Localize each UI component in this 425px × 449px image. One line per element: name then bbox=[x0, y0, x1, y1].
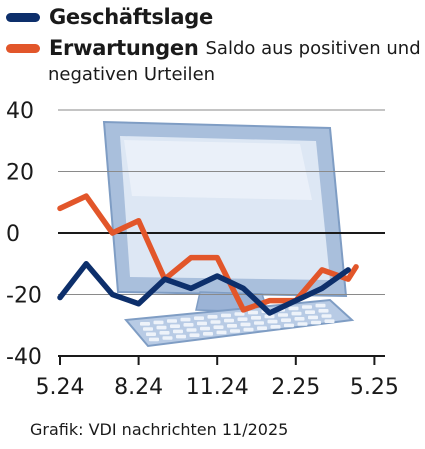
keyboard-key bbox=[278, 313, 288, 317]
keyboard-key bbox=[302, 305, 312, 309]
keyboard-key bbox=[183, 323, 194, 327]
legend-note: Saldo aus positiven und bbox=[205, 37, 421, 59]
keyboard-key bbox=[264, 314, 275, 319]
keyboard-key bbox=[257, 326, 267, 330]
legend-swatch-erwartungen bbox=[6, 43, 40, 53]
keyboard-key bbox=[167, 319, 177, 323]
keyboard-key bbox=[140, 322, 150, 326]
keyboard-key bbox=[224, 318, 234, 323]
keyboard-key bbox=[197, 321, 207, 326]
keyboard-key bbox=[230, 329, 240, 333]
y-tick-label: 40 bbox=[6, 99, 34, 124]
keyboard-key bbox=[254, 321, 264, 325]
keyboard-key bbox=[170, 324, 180, 328]
keyboard-key bbox=[297, 322, 308, 326]
legend-item-erwartungen: Erwartungen Saldo aus positiven und bbox=[6, 36, 421, 60]
x-axis-ticks: 5.24 8.24 11.24 2.25 5.25 bbox=[36, 356, 399, 400]
keyboard-key bbox=[308, 315, 318, 320]
y-tick-label: -20 bbox=[6, 284, 42, 309]
keyboard-key bbox=[149, 337, 159, 342]
x-tick-label: 11.24 bbox=[186, 375, 249, 400]
keyboard-key bbox=[321, 314, 332, 318]
y-tick-label: -40 bbox=[6, 345, 42, 370]
x-tick-label: 5.25 bbox=[350, 375, 399, 400]
keyboard-key bbox=[213, 325, 224, 329]
keyboard-key bbox=[288, 306, 299, 311]
keyboard-key bbox=[291, 311, 302, 316]
keyboard-key bbox=[194, 316, 204, 320]
keyboard-key bbox=[281, 318, 291, 322]
source-credit: Grafik: VDI nachrichten 11/2025 bbox=[30, 420, 289, 439]
keyboard-key bbox=[294, 317, 305, 321]
series-lines bbox=[57, 193, 359, 316]
keyboard-key bbox=[180, 317, 191, 322]
legend-label: Geschäftslage bbox=[49, 5, 213, 29]
keyboard-key bbox=[248, 310, 258, 315]
keyboard-key bbox=[200, 326, 210, 331]
keyboard-key bbox=[153, 320, 164, 325]
keyboard-key bbox=[234, 312, 245, 316]
x-tick-label: 2.25 bbox=[271, 375, 320, 400]
legend-note-continued: negativen Urteilen bbox=[48, 64, 216, 85]
keyboard-key bbox=[284, 323, 294, 328]
keyboard-key bbox=[216, 330, 227, 335]
y-tick-label: 0 bbox=[6, 222, 20, 247]
keyboard-key bbox=[251, 316, 261, 320]
legend-swatch-geschaeftslage bbox=[6, 12, 40, 22]
keyboard-key bbox=[221, 313, 231, 318]
keyboard-key bbox=[159, 331, 170, 335]
x-tick-label: 8.24 bbox=[114, 375, 163, 400]
keyboard-key bbox=[207, 315, 218, 319]
keyboard-key bbox=[270, 325, 281, 329]
keyboard-key bbox=[189, 333, 200, 337]
keyboard-key bbox=[227, 324, 237, 328]
legend-label: Erwartungen bbox=[49, 36, 199, 60]
keyboard-key bbox=[176, 334, 186, 339]
keyboard-key bbox=[203, 332, 213, 336]
keyboard-key bbox=[243, 327, 254, 332]
keyboard-key bbox=[146, 332, 156, 336]
keyboard-key bbox=[162, 336, 173, 340]
keyboard-key bbox=[311, 320, 321, 325]
keyboard-key bbox=[324, 319, 335, 323]
y-tick-label: 20 bbox=[6, 161, 34, 186]
x-tick-label: 5.24 bbox=[36, 375, 85, 400]
keyboard-key bbox=[186, 328, 197, 332]
keyboard-key bbox=[315, 303, 326, 308]
keyboard-key bbox=[210, 320, 221, 324]
legend-item-geschaeftslage: Geschäftslage bbox=[6, 5, 213, 29]
keyboard-key bbox=[240, 322, 251, 327]
series-line-geschaeftslage bbox=[57, 261, 351, 316]
keyboard-key bbox=[156, 325, 167, 330]
keyboard-key bbox=[143, 327, 153, 331]
series-line-erwartungen bbox=[57, 193, 359, 313]
keyboard-key bbox=[237, 317, 248, 321]
screen-glare-shape bbox=[124, 140, 312, 200]
keyboard-key bbox=[318, 309, 329, 313]
keyboard-key bbox=[173, 329, 183, 334]
keyboard-key bbox=[305, 310, 315, 314]
keyboard-key bbox=[267, 319, 278, 324]
y-axis-ticks: 40 20 0 -20 -40 bbox=[6, 99, 42, 370]
